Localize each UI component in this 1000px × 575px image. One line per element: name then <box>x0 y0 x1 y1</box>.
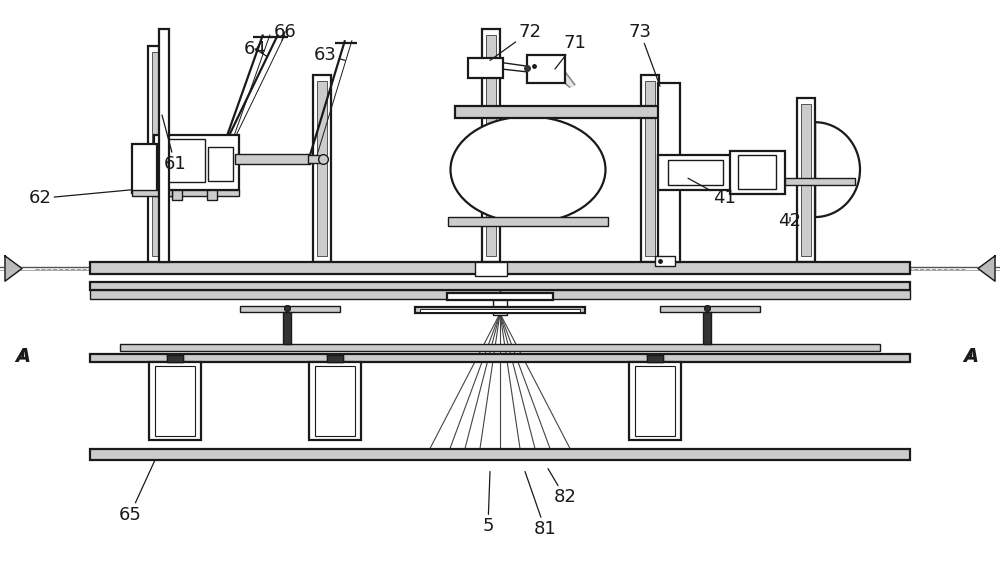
Bar <box>801 104 811 256</box>
Bar <box>797 98 815 262</box>
Bar <box>317 81 327 256</box>
Text: 81: 81 <box>525 472 556 538</box>
Bar <box>90 282 910 290</box>
Bar <box>149 362 201 440</box>
Bar <box>154 190 239 196</box>
Bar <box>475 262 507 276</box>
Bar <box>468 58 503 78</box>
Bar <box>148 46 166 262</box>
Bar <box>155 366 195 436</box>
Bar <box>90 448 910 460</box>
Bar <box>90 262 910 274</box>
Bar <box>315 366 355 436</box>
Bar <box>668 160 723 185</box>
Bar <box>159 29 169 262</box>
Bar <box>658 155 740 190</box>
Bar <box>645 81 655 256</box>
Text: A: A <box>963 347 979 366</box>
Bar <box>207 190 217 200</box>
Text: 82: 82 <box>548 469 576 507</box>
Text: 73: 73 <box>629 22 660 86</box>
Bar <box>313 75 331 262</box>
Bar <box>415 307 585 313</box>
Bar <box>635 366 675 436</box>
Bar <box>240 306 340 312</box>
Bar <box>160 139 205 182</box>
Bar <box>486 34 496 256</box>
Text: A: A <box>15 347 31 366</box>
Text: 65: 65 <box>119 460 155 524</box>
Bar <box>208 147 233 181</box>
Polygon shape <box>647 355 663 362</box>
Text: 63: 63 <box>314 45 345 64</box>
Bar <box>641 75 659 262</box>
Bar <box>482 29 500 262</box>
Ellipse shape <box>450 116 606 223</box>
Text: 71: 71 <box>555 34 586 69</box>
Bar <box>660 306 760 312</box>
Polygon shape <box>167 355 183 362</box>
Bar <box>90 354 910 362</box>
Text: 66: 66 <box>274 22 296 41</box>
Bar <box>629 362 681 440</box>
Bar <box>90 290 500 299</box>
Bar <box>655 256 675 266</box>
Bar <box>658 83 680 262</box>
Bar <box>172 190 182 200</box>
Polygon shape <box>555 72 575 87</box>
Bar <box>455 106 660 118</box>
Bar <box>235 154 310 164</box>
Bar <box>420 309 580 312</box>
Bar <box>703 312 711 344</box>
Polygon shape <box>327 355 343 362</box>
Polygon shape <box>978 256 995 281</box>
Bar <box>308 155 320 163</box>
Bar <box>738 155 776 189</box>
Bar <box>527 55 565 83</box>
Text: 62: 62 <box>29 189 132 208</box>
Text: 72: 72 <box>490 22 542 60</box>
Bar <box>152 52 162 256</box>
Text: 41: 41 <box>688 178 736 208</box>
Text: 61: 61 <box>162 115 186 173</box>
Bar <box>132 190 172 196</box>
Text: 42: 42 <box>778 212 802 231</box>
Bar <box>309 362 361 440</box>
Polygon shape <box>5 256 22 281</box>
Bar <box>448 217 608 225</box>
Bar <box>447 293 553 300</box>
Bar <box>154 135 239 190</box>
Text: 64: 64 <box>244 40 267 58</box>
Bar <box>493 300 507 315</box>
Bar <box>132 144 157 193</box>
Text: 5: 5 <box>482 472 494 535</box>
Bar <box>500 290 910 299</box>
Bar <box>283 312 291 344</box>
Bar <box>730 151 785 194</box>
Bar <box>785 178 855 185</box>
Bar <box>120 344 880 351</box>
